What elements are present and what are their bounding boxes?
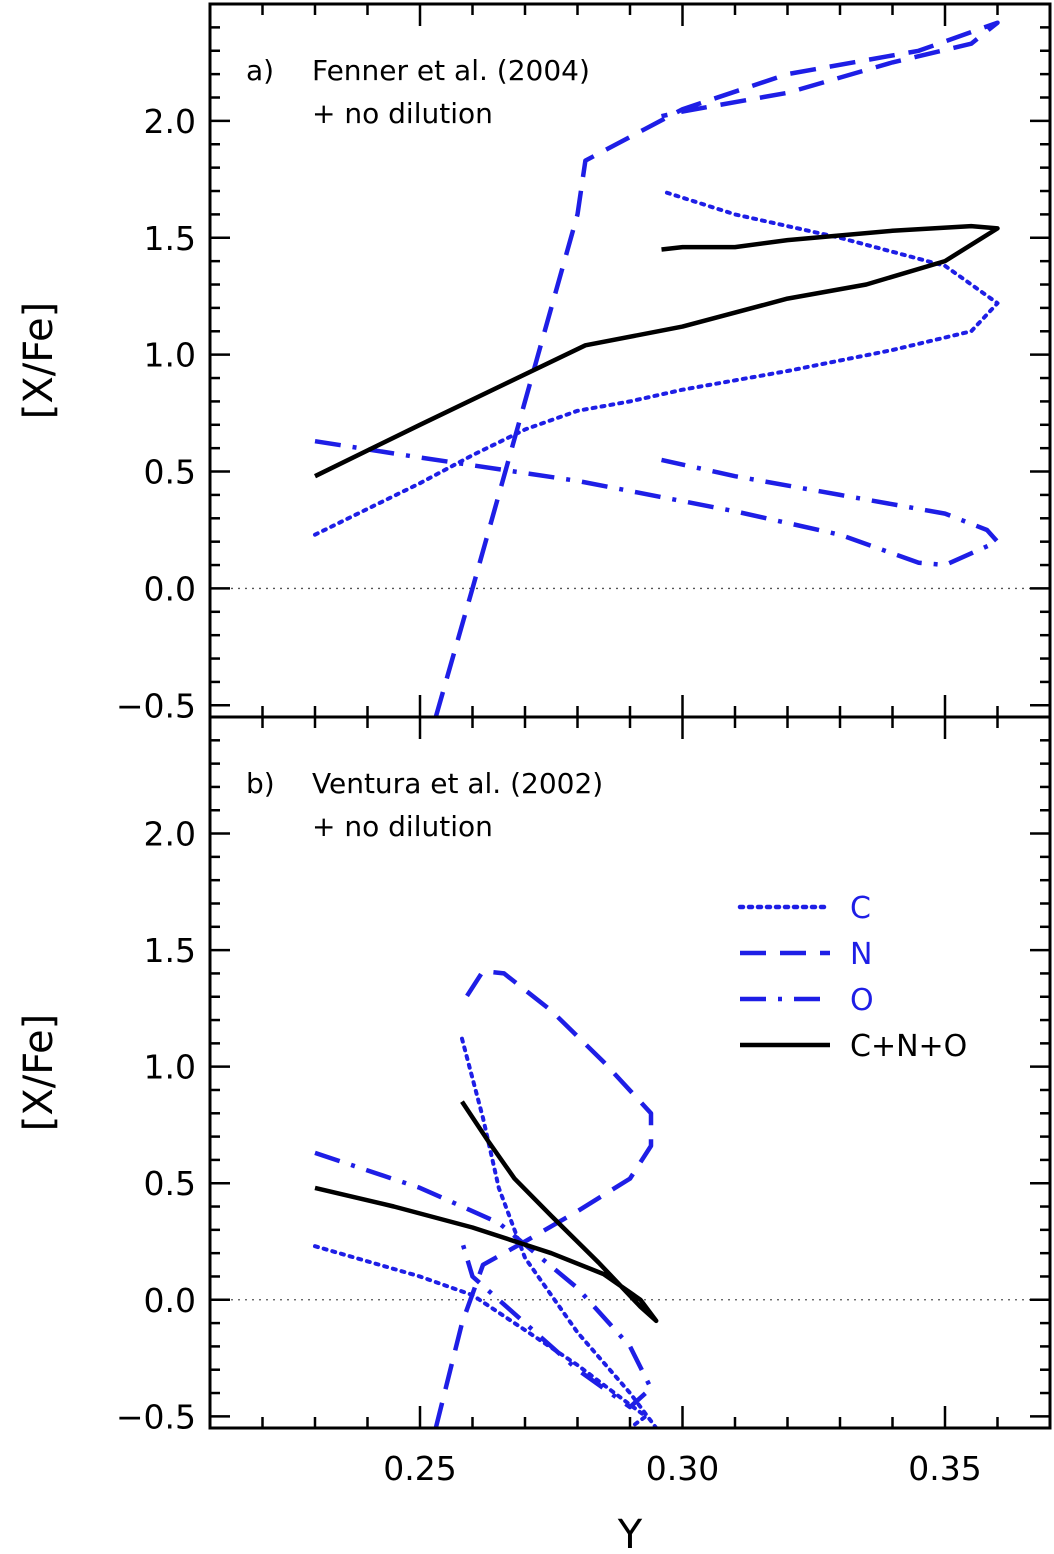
legend-label: C+N+O (850, 1029, 967, 1064)
panel-b-series-solid-4 (314, 1100, 659, 1324)
panel-b: −0.5 0.0 0.5 1.0 1.5 2.0 0.25 0.30 0.35 [X/Fe] Yb)… (16, 715, 1052, 1554)
panel-a-ytick-label: 0.0 (144, 569, 196, 608)
panel-a-label: a) (246, 54, 274, 87)
panel-b-ytick-label: 0.5 (144, 1164, 196, 1203)
panel-b-ytick-label: −0.5 (116, 1397, 196, 1436)
panel-b-annotation-line: Ventura et al. (2002) (312, 767, 603, 800)
panel-b-xtick-label: 0.25 (383, 1449, 456, 1488)
panel-a-annotation-line: Fenner et al. (2004) (312, 54, 590, 87)
panel-b-series-dashdot-3 (314, 1150, 654, 1410)
panel-a-ytick-label: 0.5 (144, 453, 196, 492)
panel-b-ytick-label: 2.0 (144, 815, 196, 854)
panel-b-annotation-line: + no dilution (312, 810, 493, 843)
panel-a-ytick-label: 1.5 (144, 219, 196, 258)
panel-a-ylabel: [X/Fe] (16, 302, 62, 420)
panel-b-series-dashed-2 (433, 968, 654, 1428)
panel-b-ylabel: [X/Fe] (16, 1014, 62, 1132)
panel-a-ytick-label: −0.5 (116, 686, 196, 725)
panel-a: −0.5 0.0 0.5 1.0 1.5 2.0 [X/Fe] a) Fenner et al.… (16, 2, 1052, 725)
panel-b-label: b) (246, 767, 275, 800)
panel-b-xtick-label: 0.35 (908, 1449, 981, 1488)
panel-a-series-dashdot-2 (314, 438, 1000, 568)
panel-a-ytick-label: 2.0 (144, 102, 196, 141)
legend-label: C (850, 891, 871, 926)
panel-b-xlabel: Y (617, 1512, 643, 1554)
panel-a-annotation-line: + no dilution (312, 97, 493, 130)
legend-label: N (850, 937, 872, 972)
legend-label: O (850, 983, 874, 1018)
panel-a-series-solid-3 (314, 223, 1000, 479)
panel-a-series-dashed-1 (433, 20, 1000, 717)
panel-a-ytick-label: 1.0 (144, 336, 196, 375)
panel-b-ytick-label: 1.5 (144, 931, 196, 970)
panel-b-series-dotted-1 (460, 1036, 659, 1428)
panel-b-xtick-label: 0.30 (646, 1449, 719, 1488)
panel-b-ytick-label: 0.0 (144, 1281, 196, 1320)
panel-b-ytick-label: 1.0 (144, 1048, 196, 1087)
panel-a-series-dotted-0 (313, 189, 1000, 537)
